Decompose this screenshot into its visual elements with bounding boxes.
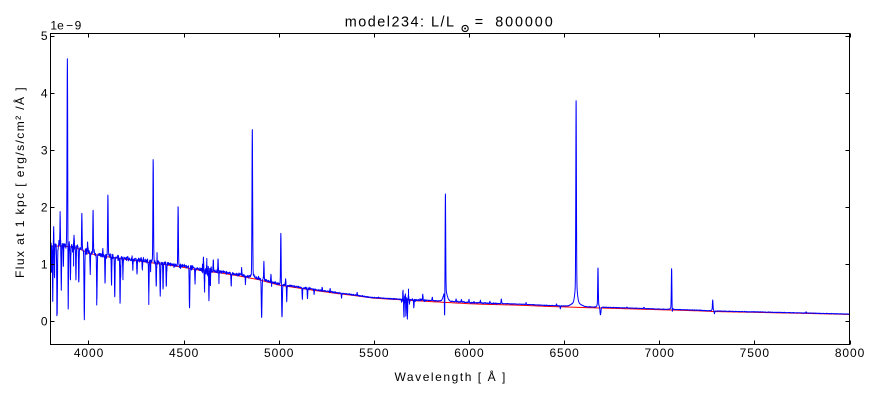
svg-text:model234: L/L: model234: L/L (345, 14, 456, 30)
svg-text:3: 3 (41, 143, 48, 157)
svg-text:Wavelength [ Å ]: Wavelength [ Å ] (395, 369, 507, 384)
svg-text:4500: 4500 (169, 346, 199, 360)
svg-text:5000: 5000 (264, 346, 294, 360)
svg-text:5: 5 (41, 29, 48, 43)
svg-text:4: 4 (41, 86, 48, 100)
svg-text:800000: 800000 (495, 14, 554, 30)
svg-text:=: = (475, 14, 483, 30)
svg-text:6500: 6500 (549, 346, 579, 360)
svg-text:Flux at 1 kpc [ erg/s/cm² /Å ]: Flux at 1 kpc [ erg/s/cm² /Å ] (12, 86, 27, 278)
svg-text:7500: 7500 (740, 346, 770, 360)
svg-text:6000: 6000 (454, 346, 484, 360)
svg-text:8000: 8000 (835, 346, 865, 360)
svg-text:1e−9: 1e −9 (50, 18, 81, 32)
svg-text:5500: 5500 (359, 346, 389, 360)
svg-text:1: 1 (41, 257, 48, 271)
svg-text:4000: 4000 (74, 346, 104, 360)
svg-text:2: 2 (41, 200, 48, 214)
svg-text:0: 0 (41, 315, 48, 329)
svg-text:7000: 7000 (645, 346, 675, 360)
